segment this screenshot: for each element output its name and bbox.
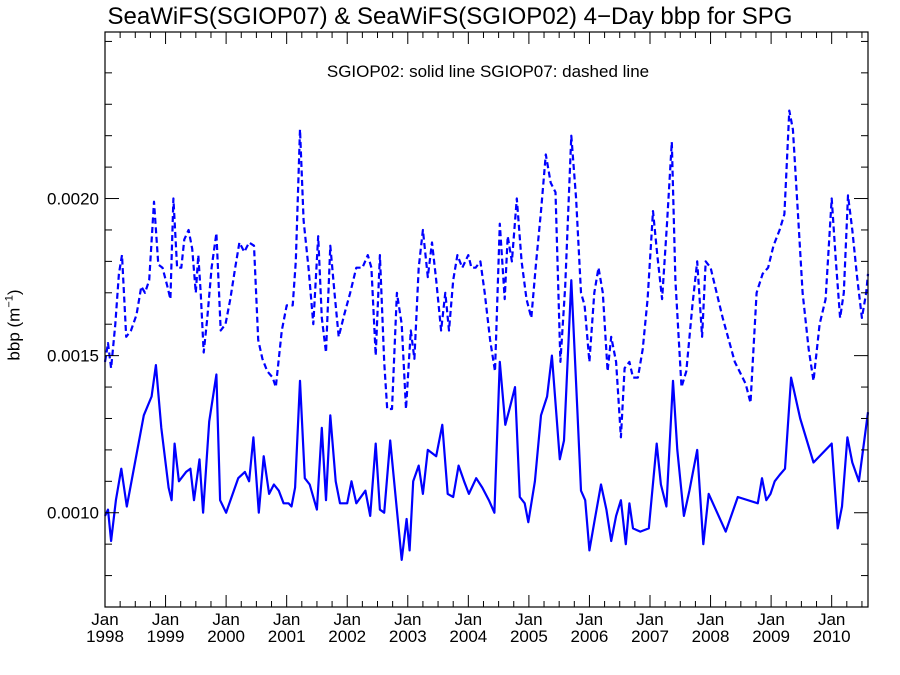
y-tick-label: 0.0010	[47, 504, 99, 523]
y-tick-label: 0.0020	[47, 190, 99, 209]
x-tick-month-label: Jan	[273, 610, 300, 629]
x-tick-month-label: Jan	[697, 610, 724, 629]
x-tick-year-label: 1999	[147, 627, 185, 646]
x-tick-month-label: Jan	[394, 610, 421, 629]
y-tick-label: 0.0015	[47, 347, 99, 366]
x-tick-month-label: Jan	[515, 610, 542, 629]
x-tick-month-label: Jan	[818, 610, 845, 629]
x-tick-year-label: 2005	[510, 627, 548, 646]
x-tick-year-label: 1998	[86, 627, 124, 646]
x-tick-year-label: 2003	[389, 627, 427, 646]
x-tick-month-label: Jan	[212, 610, 239, 629]
x-tick-year-label: 2010	[813, 627, 851, 646]
chart-title: SeaWiFS(SGIOP07) & SeaWiFS(SGIOP02) 4−Da…	[107, 3, 793, 30]
x-tick-month-label: Jan	[455, 610, 482, 629]
x-tick-year-label: 2008	[692, 627, 730, 646]
series-legend-annotation: SGIOP02: solid line SGIOP07: dashed line	[326, 62, 650, 81]
x-tick-month-label: Jan	[334, 610, 361, 629]
series-line-sgiop07	[103, 109, 870, 439]
x-tick-year-label: 2007	[631, 627, 669, 646]
x-tick-year-label: 2009	[752, 627, 790, 646]
x-tick-month-label: Jan	[576, 610, 603, 629]
plot-frame	[104, 31, 869, 608]
x-tick-year-label: 2006	[571, 627, 609, 646]
x-tick-year-label: 2002	[328, 627, 366, 646]
series-line-sgiop02	[104, 279, 870, 561]
x-tick-month-label: Jan	[152, 610, 179, 629]
x-tick-month-label: Jan	[757, 610, 784, 629]
x-tick-month-label: Jan	[91, 610, 118, 629]
x-tick-year-label: 2000	[207, 627, 245, 646]
x-tick-year-label: 2001	[268, 627, 306, 646]
x-tick-year-label: 2004	[449, 627, 487, 646]
x-tick-month-label: Jan	[636, 610, 663, 629]
